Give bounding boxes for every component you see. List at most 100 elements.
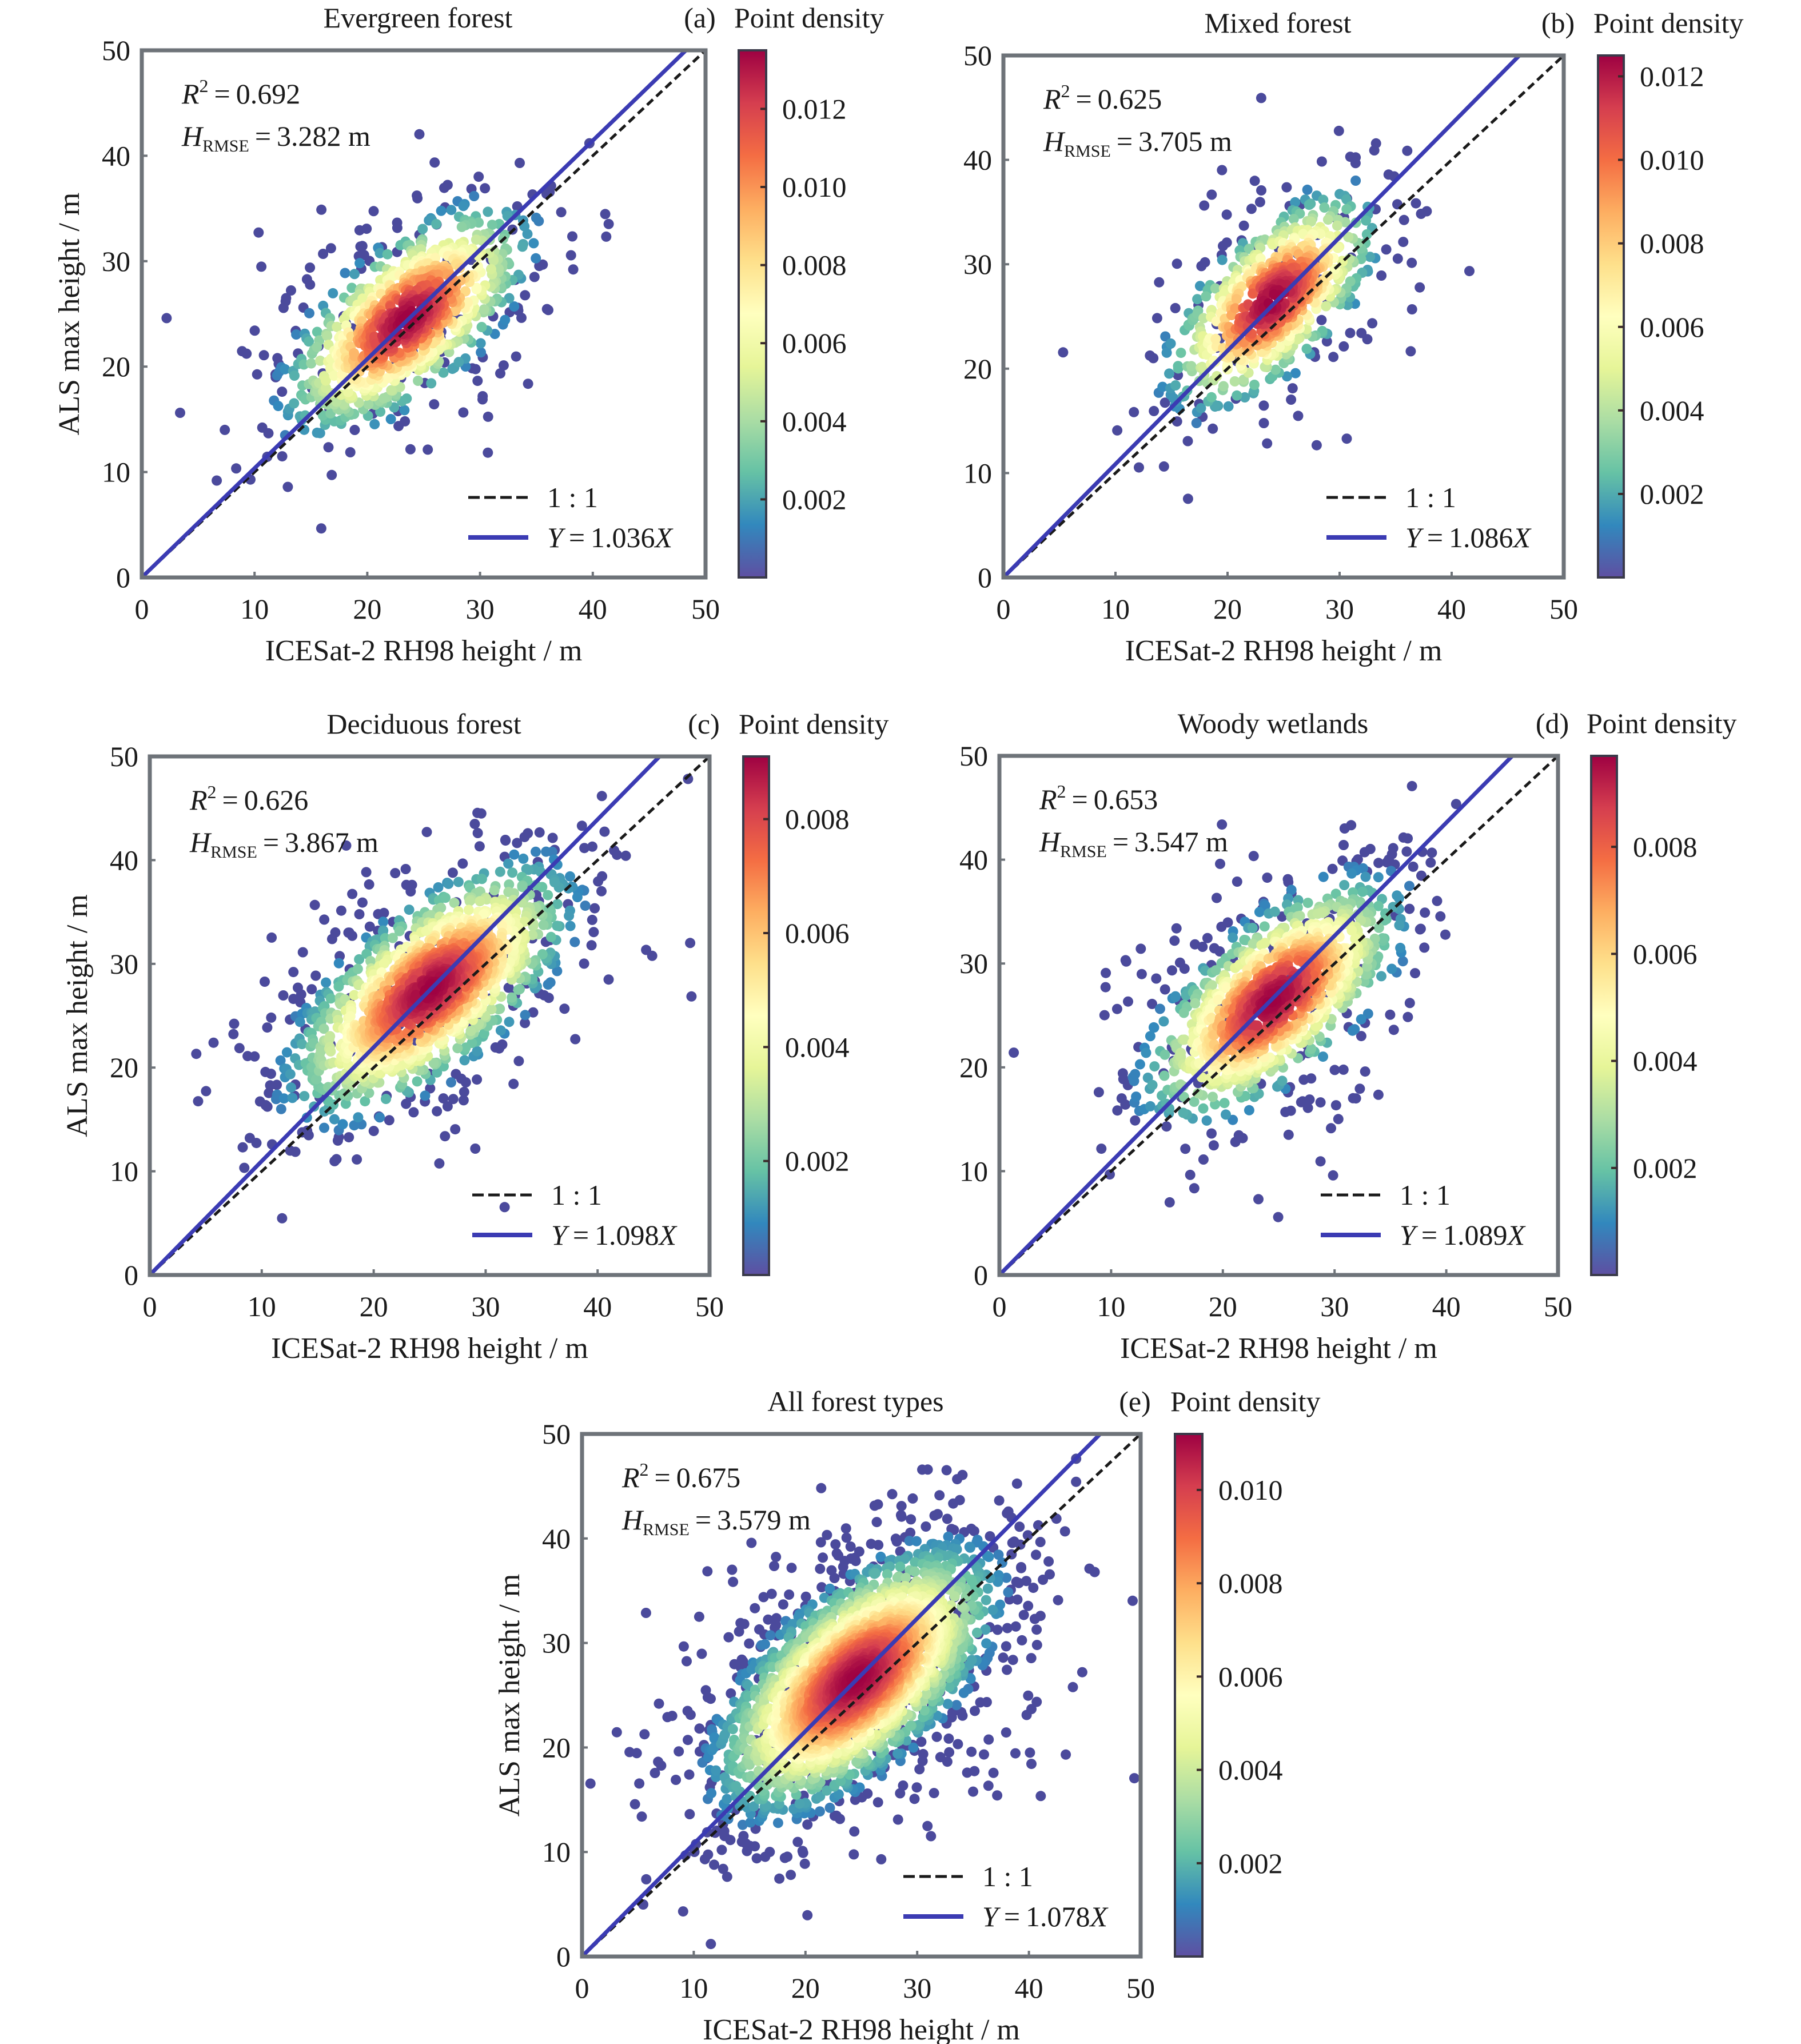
scatter-point	[1373, 1089, 1384, 1100]
scatter-point	[1209, 943, 1220, 954]
scatter-point	[1311, 440, 1322, 451]
fit-eq: =	[567, 1219, 595, 1251]
scatter-point	[1361, 215, 1372, 226]
scatter-point	[1270, 364, 1281, 375]
scatter-point	[509, 849, 520, 860]
scatter-point	[349, 990, 360, 1001]
colorbar-frame	[1597, 54, 1625, 579]
scatter-point	[569, 937, 580, 947]
scatter-point	[1011, 1478, 1022, 1489]
scatter-point	[476, 322, 487, 332]
scatter-point	[175, 408, 185, 418]
legend-fit-label: Y = 1.098X	[551, 1219, 678, 1251]
scatter-point	[438, 1093, 449, 1104]
scatter-point	[503, 858, 514, 869]
scatter-point	[1196, 403, 1206, 413]
scatter-point	[429, 399, 440, 410]
chart-title: Deciduous forest	[326, 708, 521, 740]
scatter-point	[1131, 1091, 1142, 1102]
scatter-point	[447, 867, 458, 878]
fit-x-symbol: X	[1507, 1219, 1527, 1251]
scatter-point	[465, 1026, 476, 1037]
scatter-point	[421, 827, 432, 838]
scatter-point	[1361, 229, 1372, 240]
fit-eq: =	[1416, 1219, 1443, 1251]
scatter-point	[452, 1043, 463, 1054]
scatter-point	[529, 272, 540, 282]
scatter-point	[1262, 438, 1273, 449]
fit-slope: 1.089	[1443, 1219, 1508, 1251]
scatter-point	[1262, 872, 1273, 883]
scatter-point	[520, 1010, 531, 1021]
scatter-point	[568, 264, 579, 275]
x-tick-label: 20	[1213, 593, 1242, 625]
rmse-eq: =	[249, 120, 277, 152]
colorbar-frame	[738, 49, 767, 579]
scatter-point	[378, 393, 389, 404]
scatter-point	[593, 876, 604, 887]
scatter-point	[310, 970, 321, 981]
scatter-point	[446, 205, 457, 216]
scatter-point	[458, 1095, 469, 1106]
scatter-point	[564, 910, 575, 921]
scatter-point	[1249, 176, 1260, 186]
scatter-point	[1218, 381, 1229, 392]
one-to-one-line	[999, 756, 1558, 1275]
scatter-point	[472, 1046, 483, 1057]
scatter-point	[1169, 935, 1180, 946]
scatter-point	[1053, 1595, 1063, 1605]
scatter-point	[260, 977, 270, 987]
legend-one-to-one-label: 1 : 1	[1405, 481, 1456, 513]
y-tick-label: 10	[110, 1156, 138, 1188]
scatter-point	[507, 867, 518, 878]
scatter-point	[528, 238, 539, 249]
scatter-point	[253, 227, 264, 238]
fit-slope: 1.086	[1449, 521, 1513, 553]
scatter-point	[641, 1874, 652, 1884]
scatter-point	[291, 329, 302, 340]
scatter-point	[443, 878, 454, 889]
scatter-point	[549, 877, 560, 888]
scatter-point	[1206, 980, 1217, 991]
scatter-point	[299, 1091, 310, 1102]
r2-superscript: 2	[1057, 781, 1066, 802]
scatter-point	[1288, 214, 1299, 225]
y-tick-label: 20	[110, 1051, 138, 1083]
scatter-point	[414, 129, 425, 140]
panel-label: (b)	[1541, 7, 1575, 39]
scatter-point	[364, 921, 375, 932]
scatter-point	[1129, 407, 1139, 417]
scatter-point	[1222, 917, 1233, 928]
y-tick-label: 30	[102, 245, 130, 277]
scatter-point	[287, 1093, 298, 1103]
scatter-point	[1221, 1109, 1231, 1120]
scatter-point	[241, 348, 252, 359]
scatter-points	[161, 129, 614, 534]
scatter-point	[289, 398, 300, 409]
scatter-point	[848, 1849, 859, 1860]
scatter-point	[337, 1119, 348, 1130]
fit-slope: 1.036	[591, 521, 655, 553]
scatter-point	[277, 451, 288, 462]
scatter-point	[1338, 1064, 1349, 1075]
fit-x-symbol: X	[1512, 521, 1532, 553]
scatter-point	[378, 917, 389, 927]
scatter-point	[1269, 906, 1280, 917]
scatter-point	[405, 886, 416, 897]
scatter-point	[1420, 907, 1431, 918]
scatter-point	[453, 357, 464, 368]
scatter-point	[1274, 341, 1285, 352]
scatter-points	[1058, 93, 1475, 504]
scatter-point	[1357, 886, 1368, 897]
scatter-point	[1416, 870, 1427, 881]
scatter-point	[504, 293, 515, 304]
scatter-point	[368, 1126, 379, 1137]
scatter-point	[1321, 301, 1332, 312]
scatter-point	[636, 1811, 647, 1822]
scatter-point	[433, 882, 444, 892]
legend-fit-label: Y = 1.086X	[1405, 521, 1532, 553]
y-tick-label: 40	[110, 844, 138, 876]
scatter-point	[420, 1090, 431, 1101]
scatter-point	[1330, 1100, 1341, 1111]
y-tick-label: 20	[959, 1051, 988, 1083]
